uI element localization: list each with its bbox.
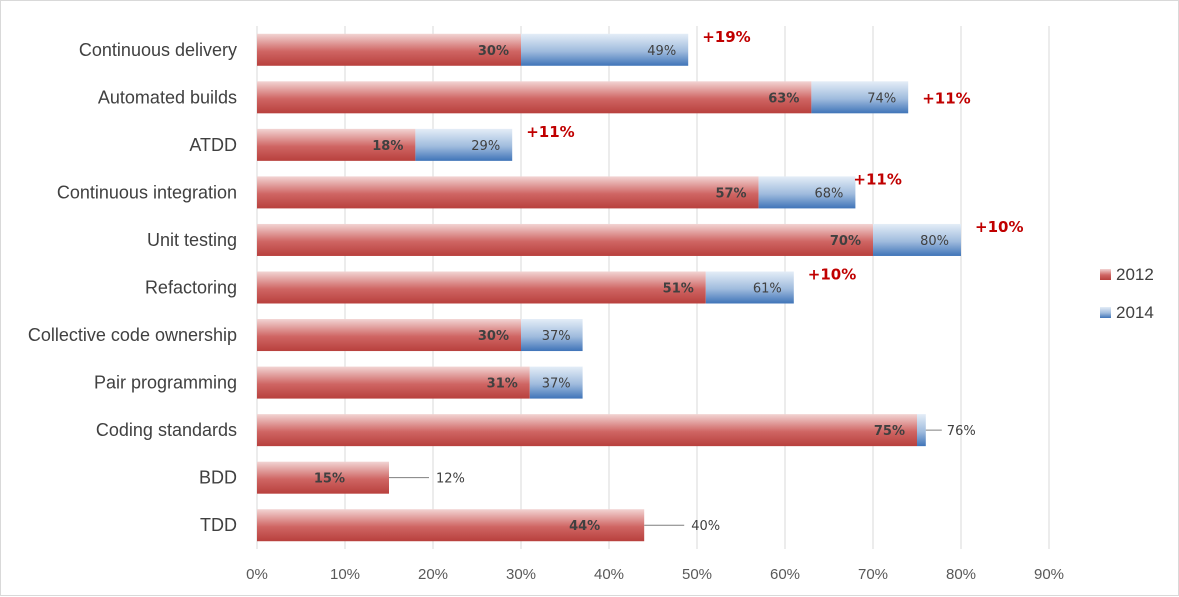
bar-2012 <box>257 366 530 399</box>
difference-annotation: +10% <box>975 218 1023 236</box>
data-label-2014: 61% <box>753 282 782 297</box>
data-label-2014: 49% <box>647 44 676 59</box>
x-tick-label: 90% <box>1034 566 1064 583</box>
bar-2014 <box>758 176 856 209</box>
category-label: Collective code ownership <box>28 325 237 345</box>
data-label-2012: 31% <box>487 377 518 392</box>
bar-2014 <box>521 319 583 352</box>
bar-2014 <box>873 223 961 256</box>
x-tick-label: 50% <box>682 566 712 583</box>
bar-2012 <box>257 176 759 209</box>
data-label-2012: 70% <box>830 234 861 249</box>
category-label: Pair programming <box>94 373 237 393</box>
bar-2014 <box>705 271 794 304</box>
bar-2012 <box>257 223 873 256</box>
x-tick-label: 0% <box>246 566 268 583</box>
data-label-2012: 15% <box>314 472 345 487</box>
data-label-2014: 68% <box>814 186 843 201</box>
difference-annotation: +11% <box>853 170 901 188</box>
data-label-2014: 29% <box>471 139 500 154</box>
data-label-2012: 75% <box>874 424 905 439</box>
difference-annotation: +10% <box>808 266 856 284</box>
bar-2014 <box>917 414 926 447</box>
category-label: Coding standards <box>96 420 237 440</box>
category-label: Unit testing <box>147 230 237 250</box>
category-label: Continuous delivery <box>79 40 237 60</box>
data-label-2012: 44% <box>569 519 600 534</box>
data-label-2012: 30% <box>478 44 509 59</box>
category-label: ATDD <box>189 135 237 155</box>
legend-swatch-2014 <box>1100 307 1111 318</box>
x-tick-label: 60% <box>770 566 800 583</box>
data-label-2012: 18% <box>372 139 403 154</box>
data-label-2014: 37% <box>542 377 571 392</box>
bar-2012 <box>257 81 812 114</box>
category-label: Refactoring <box>145 278 237 298</box>
data-label-2014: 76% <box>947 424 976 439</box>
data-label-2012: 51% <box>663 282 694 297</box>
x-tick-label: 30% <box>506 566 536 583</box>
bar-2012 <box>257 461 389 494</box>
bar-2012 <box>257 271 706 304</box>
data-label-2012: 30% <box>478 329 509 344</box>
legend-label: 2014 <box>1116 303 1154 322</box>
bar-2012 <box>257 414 917 447</box>
bar-2012 <box>257 319 521 352</box>
difference-annotation: +19% <box>702 28 750 46</box>
x-tick-label: 70% <box>858 566 888 583</box>
bar-2014 <box>521 33 689 66</box>
x-tick-label: 20% <box>418 566 448 583</box>
bar-2012 <box>257 128 416 161</box>
data-label-2012: 63% <box>768 91 799 106</box>
bar-2012 <box>257 509 645 542</box>
category-label: TDD <box>200 515 237 535</box>
data-label-2014: 74% <box>867 91 896 106</box>
legend-swatch-2012 <box>1100 269 1111 280</box>
data-label-2012: 57% <box>715 186 746 201</box>
x-tick-label: 80% <box>946 566 976 583</box>
difference-annotation: +11% <box>922 89 970 107</box>
legend-label: 2012 <box>1116 265 1154 284</box>
bar-2014 <box>415 128 513 161</box>
category-label: BDD <box>199 468 237 488</box>
bar-2014 <box>811 81 909 114</box>
data-label-2014: 12% <box>436 472 465 487</box>
data-label-2014: 40% <box>691 519 720 534</box>
data-label-2014: 37% <box>542 329 571 344</box>
category-label: Continuous integration <box>57 182 237 202</box>
x-tick-label: 10% <box>330 566 360 583</box>
difference-annotation: +11% <box>526 123 574 141</box>
category-label: Automated builds <box>98 87 237 107</box>
bar-2014 <box>529 366 583 399</box>
x-tick-label: 40% <box>594 566 624 583</box>
data-label-2014: 80% <box>920 234 949 249</box>
bar-2012 <box>257 33 521 66</box>
